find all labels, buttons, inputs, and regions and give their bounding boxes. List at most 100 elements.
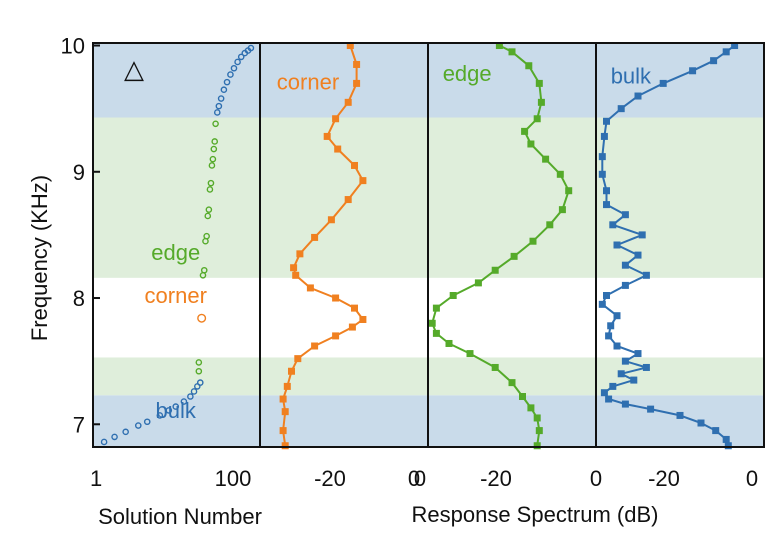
- edge-spectrum-point-20: [556, 170, 564, 178]
- edge-spectrum-point-4: [519, 393, 526, 400]
- corner-spectrum-point-3: [279, 395, 287, 403]
- corner-spectrum-point-0: [281, 442, 289, 450]
- x-tick-label-solution-0: 1: [90, 466, 102, 491]
- bulk-spectrum-point-8: [600, 389, 608, 397]
- solution-point-23: [207, 179, 215, 187]
- y-tick-label-7: 7: [73, 412, 85, 437]
- corner-spectrum-point-24: [332, 115, 340, 123]
- bulk-spectrum-point-33: [600, 132, 608, 140]
- y-tick-label-8: 8: [73, 286, 85, 311]
- corner-spectrum-point-5: [288, 367, 295, 375]
- bulk-spectrum-point-23: [621, 261, 629, 269]
- corner-spectrum-point-20: [359, 177, 367, 185]
- corner-spectrum-point-23: [323, 132, 331, 140]
- edge-spectrum-point-21: [542, 155, 550, 163]
- solution-point-25: [209, 155, 217, 163]
- solution-point-1: [111, 433, 118, 441]
- bulk-spectrum-point-9: [609, 382, 617, 390]
- corner-spectrum-point-19: [344, 196, 352, 204]
- bulk-spectrum-point-10: [630, 376, 638, 384]
- edge-panel-label: edge: [443, 61, 492, 86]
- bulk-spectrum-point-24: [634, 251, 642, 259]
- solution-point-33: [223, 78, 231, 86]
- solution-point-40: [247, 44, 255, 52]
- corner-spectrum-point-17: [311, 233, 319, 241]
- bulk-spectrum-point-37: [659, 79, 667, 87]
- edge-spectrum-point-25: [537, 98, 545, 106]
- corner-spectrum-point-12: [332, 294, 340, 302]
- solution-point-12: [196, 379, 204, 386]
- edge-spectrum-point-17: [546, 221, 554, 229]
- solution-point-37: [237, 53, 245, 61]
- bulk-spectrum-point-7: [605, 395, 613, 403]
- edge-spectrum-point-23: [521, 127, 529, 135]
- edge-spectrum-point-11: [432, 304, 440, 312]
- solution-label-bulk: bulk: [156, 398, 197, 423]
- bulk-spectrum-point-41: [731, 42, 739, 50]
- x-tick-label-corner-spectrum-0: -20: [314, 466, 346, 491]
- bulk-spectrum-point-22: [642, 271, 650, 279]
- solution-point-13: [195, 367, 203, 375]
- corner-spectrum-point-16: [296, 250, 304, 258]
- bulk-spectrum-point-6: [621, 400, 629, 408]
- bulk-spectrum-point-21: [621, 281, 629, 289]
- bulk-spectrum-point-12: [642, 363, 650, 371]
- solution-point-9: [187, 393, 194, 400]
- bulk-spectrum-point-26: [638, 231, 646, 239]
- bulk-spectrum-point-15: [613, 342, 621, 350]
- edge-spectrum-point-26: [535, 79, 543, 87]
- bulk-spectrum-point-16: [605, 332, 613, 340]
- solution-point-10: [190, 388, 198, 395]
- edge-spectrum-point-29: [495, 42, 503, 50]
- edge-spectrum-point-22: [527, 140, 535, 148]
- edge-spectrum-point-27: [525, 62, 533, 70]
- solution-point-32: [220, 86, 228, 94]
- corner-spectrum-point-9: [348, 323, 356, 331]
- bulk-spectrum-point-25: [613, 241, 621, 249]
- corner-spectrum-point-26: [353, 79, 361, 87]
- bulk-spectrum-point-40: [722, 48, 730, 56]
- solution-point-31: [217, 95, 225, 102]
- edge-spectrum-point-10: [428, 319, 436, 327]
- x-axis-title-response: Response Spectrum (dB): [412, 502, 659, 527]
- corner-spectrum-point-10: [359, 315, 367, 323]
- solution-point-19: [203, 232, 210, 240]
- bulk-spectrum-point-28: [621, 211, 629, 219]
- solution-point-8: [180, 398, 188, 405]
- x-tick-label-bulk-spectrum-1: -20: [648, 466, 680, 491]
- corner-spectrum-point-22: [334, 145, 342, 153]
- edge-spectrum-point-9: [432, 329, 440, 337]
- edge-spectrum-point-5: [508, 379, 516, 387]
- corner-spectrum-point-21: [351, 161, 358, 169]
- edge-spectrum-point-1: [535, 427, 543, 435]
- bulk-spectrum-point-31: [598, 170, 606, 178]
- corner-spectrum-point-15: [290, 264, 298, 272]
- bulk-spectrum-point-29: [603, 201, 610, 209]
- y-tick-label-9: 9: [73, 160, 85, 185]
- bulk-spectrum-point-35: [617, 105, 625, 113]
- x-tick-label-bulk-spectrum-0: 0: [590, 466, 602, 491]
- bulk-spectrum-point-2: [712, 427, 720, 435]
- solution-point-24: [208, 162, 216, 169]
- corner-spectrum-point-2: [281, 408, 289, 416]
- bulk-spectrum-point-3: [697, 419, 705, 427]
- bulk-spectrum-point-32: [598, 153, 606, 161]
- corner-spectrum-point-27: [353, 60, 361, 68]
- corner-spectrum-point-7: [311, 342, 319, 350]
- bulk-spectrum-point-19: [598, 300, 606, 308]
- solution-point-34: [227, 71, 234, 78]
- corner-spectrum-point-13: [306, 284, 314, 292]
- edge-spectrum-point-13: [474, 279, 482, 287]
- bulk-spectrum-point-38: [689, 67, 697, 75]
- solution-point-6: [165, 407, 173, 414]
- x-tick-label-corner-spectrum-1: 0: [408, 466, 420, 491]
- solution-point-15: [197, 313, 207, 323]
- solution-point-2: [122, 428, 129, 436]
- corner-spectrum-point-4: [283, 382, 291, 390]
- bulk-spectrum-point-14: [634, 350, 642, 358]
- y-tick-label-10: 10: [61, 34, 85, 59]
- bulk-spectrum-point-1: [722, 435, 730, 443]
- corner-spectrum-point-6: [294, 355, 302, 363]
- edge-spectrum-point-24: [533, 115, 541, 123]
